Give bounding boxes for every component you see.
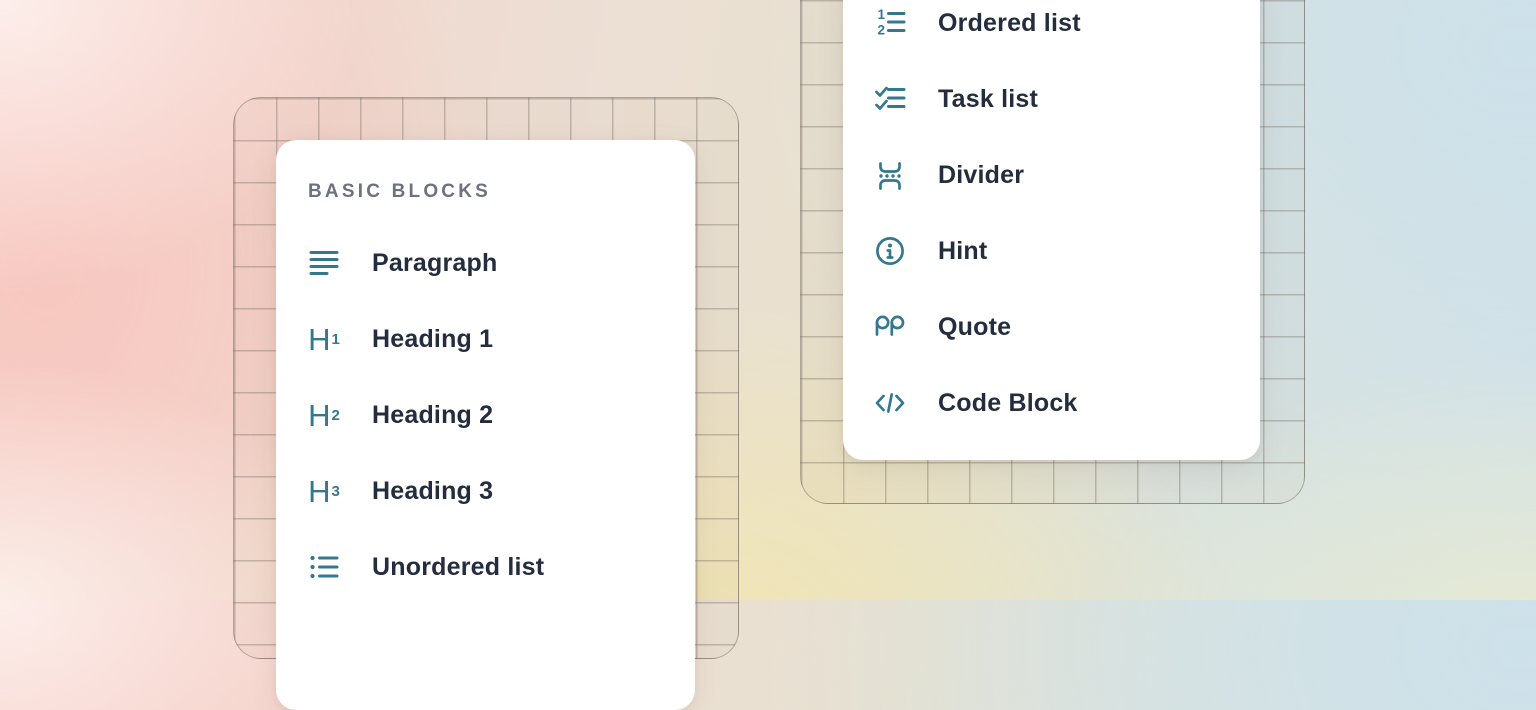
menu-item-unordered-list[interactable]: Unordered list	[308, 529, 663, 605]
heading-3-icon: H 3	[308, 473, 340, 509]
menu-item-label: Heading 3	[372, 476, 494, 505]
ordered-list-icon: 1 2	[874, 7, 906, 39]
menu-item-label: Heading 1	[372, 324, 494, 353]
menu-item-task-list[interactable]: Task list	[874, 61, 1229, 137]
advanced-blocks-menu: 1 2 Ordered list Task list	[843, 0, 1260, 460]
menu-item-paragraph[interactable]: Paragraph	[308, 225, 663, 301]
menu-item-label: Quote	[938, 312, 1012, 341]
heading-1-icon: H 1	[308, 321, 340, 357]
heading-2-icon: H 2	[308, 397, 340, 433]
advanced-blocks-list: 1 2 Ordered list Task list	[874, 0, 1229, 441]
menu-item-label: Ordered list	[938, 8, 1081, 37]
menu-item-hint[interactable]: Hint	[874, 213, 1229, 289]
quote-icon	[874, 311, 906, 343]
menu-item-label: Hint	[938, 236, 988, 265]
svg-text:1: 1	[878, 7, 886, 22]
menu-item-label: Paragraph	[372, 248, 498, 277]
section-label-basic-blocks: BASIC BLOCKS	[308, 181, 492, 202]
menu-item-label: Heading 2	[372, 400, 494, 429]
menu-item-label: Code Block	[938, 388, 1078, 417]
divider-icon	[874, 159, 906, 191]
basic-blocks-list: Paragraph H 1 Heading 1 H 2 Heading 2 H …	[308, 225, 663, 605]
menu-item-label: Unordered list	[372, 552, 545, 581]
menu-item-heading-1[interactable]: H 1 Heading 1	[308, 301, 663, 377]
unordered-list-icon	[308, 551, 340, 583]
basic-blocks-menu: BASIC BLOCKS Paragraph H 1 Heading 1	[276, 140, 695, 710]
paragraph-icon	[308, 247, 340, 279]
menu-item-heading-2[interactable]: H 2 Heading 2	[308, 377, 663, 453]
code-block-icon	[874, 387, 906, 419]
menu-item-label: Task list	[938, 84, 1038, 113]
menu-item-code-block[interactable]: Code Block	[874, 365, 1229, 441]
menu-item-divider[interactable]: Divider	[874, 137, 1229, 213]
menu-item-label: Divider	[938, 160, 1025, 189]
menu-item-ordered-list[interactable]: 1 2 Ordered list	[874, 0, 1229, 61]
menu-item-quote[interactable]: Quote	[874, 289, 1229, 365]
svg-text:2: 2	[878, 23, 886, 38]
task-list-icon	[874, 83, 906, 115]
menu-item-heading-3[interactable]: H 3 Heading 3	[308, 453, 663, 529]
hint-icon	[874, 235, 906, 267]
